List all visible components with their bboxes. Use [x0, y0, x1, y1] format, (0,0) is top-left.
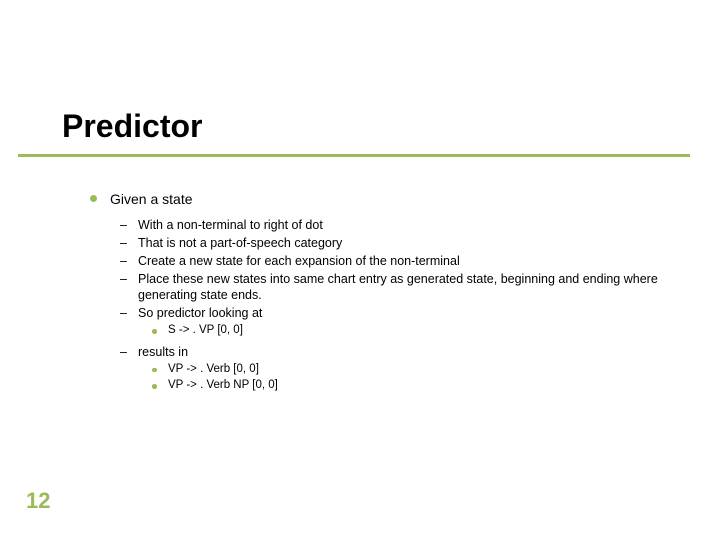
bullet-level-3: VP -> . Verb NP [0, 0] — [148, 378, 680, 394]
disc-bullet-icon — [152, 384, 157, 389]
bullet-level-1: Given a state — [90, 190, 680, 209]
dash-bullet-icon: – — [120, 253, 127, 270]
l2-text: That is not a part-of-speech category — [138, 236, 342, 250]
bullet-level-2: – Create a new state for each expansion … — [110, 253, 680, 270]
title-underline — [18, 154, 690, 157]
l2-text: With a non-terminal to right of dot — [138, 218, 323, 232]
dash-bullet-icon: – — [120, 271, 127, 288]
page-title: Predictor — [62, 108, 662, 145]
dash-bullet-icon: – — [120, 217, 127, 234]
title-region: Predictor — [62, 108, 662, 151]
dash-bullet-icon: – — [120, 305, 127, 322]
l2-text: Place these new states into same chart e… — [138, 272, 658, 303]
bullet-level-3: S -> . VP [0, 0] — [148, 323, 680, 339]
bullet-level-2: – Place these new states into same chart… — [110, 271, 680, 305]
disc-bullet-icon — [90, 195, 97, 202]
l2-text: Create a new state for each expansion of… — [138, 254, 460, 268]
page-number: 12 — [26, 488, 50, 514]
bullet-level-3: VP -> . Verb [0, 0] — [148, 362, 680, 378]
l3-text: VP -> . Verb NP [0, 0] — [168, 379, 278, 391]
l3-text: VP -> . Verb [0, 0] — [168, 363, 259, 375]
l2-text: results in — [138, 345, 188, 359]
disc-bullet-icon — [152, 329, 157, 334]
bullet-level-2: – results in — [110, 344, 680, 361]
bullet-level-2: – That is not a part-of-speech category — [110, 235, 680, 252]
content-body: Given a state – With a non-terminal to r… — [90, 190, 680, 395]
disc-bullet-icon — [152, 368, 157, 373]
dash-bullet-icon: – — [120, 344, 127, 361]
slide: Predictor Given a state – With a non-ter… — [0, 0, 720, 540]
bullet-level-2: – With a non-terminal to right of dot — [110, 217, 680, 234]
bullet-level-2: – So predictor looking at — [110, 305, 680, 322]
l3-text: S -> . VP [0, 0] — [168, 324, 243, 336]
l1-text: Given a state — [110, 191, 193, 207]
dash-bullet-icon: – — [120, 235, 127, 252]
l2-text: So predictor looking at — [138, 306, 262, 320]
